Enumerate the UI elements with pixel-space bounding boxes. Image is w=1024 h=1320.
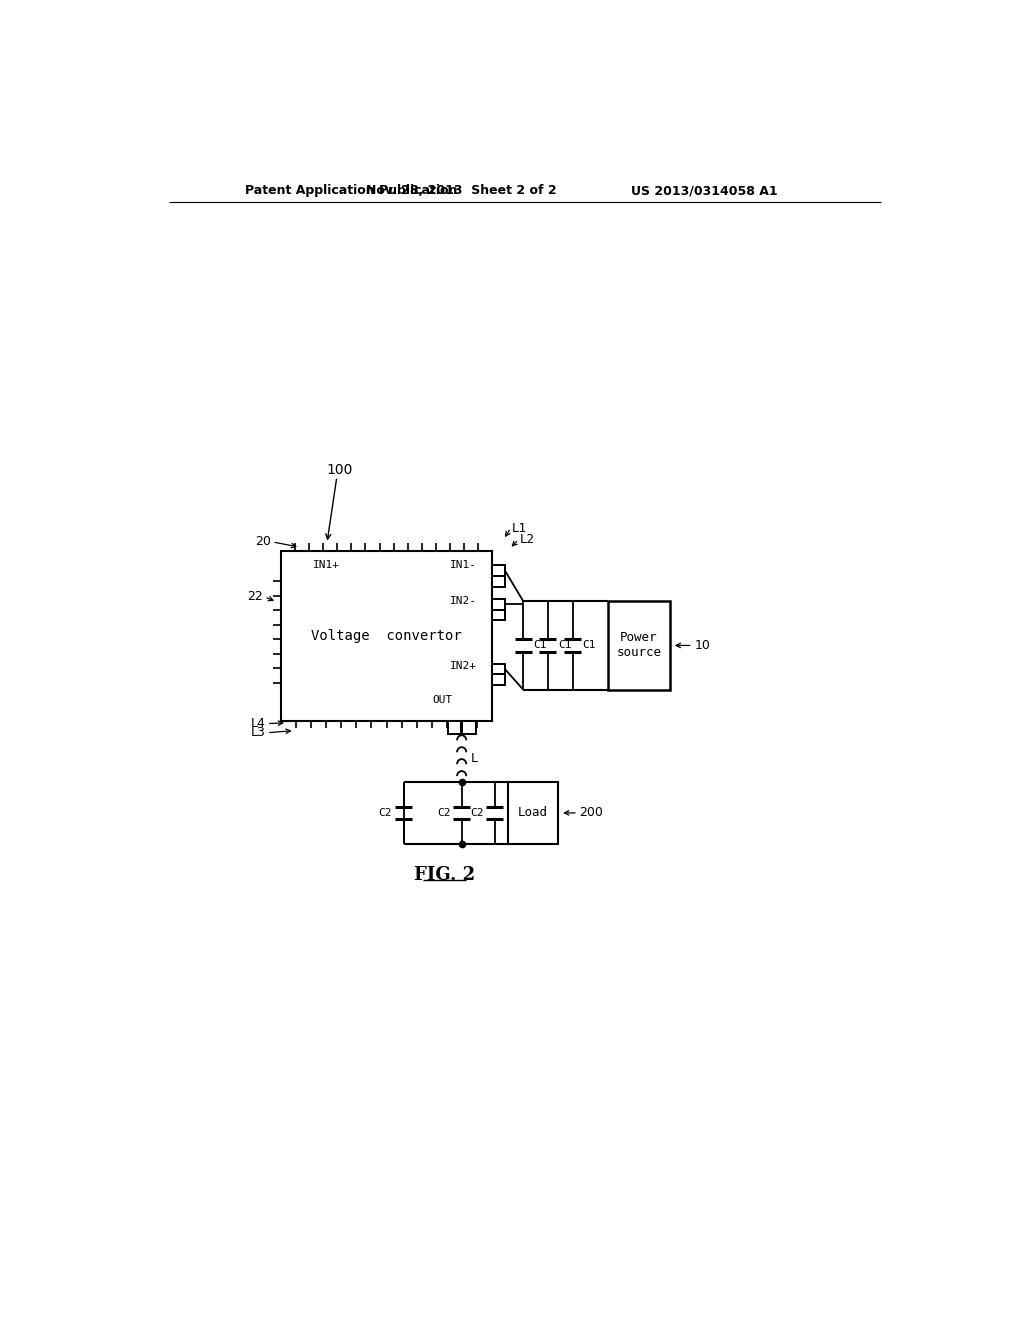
Text: Nov. 28, 2013  Sheet 2 of 2: Nov. 28, 2013 Sheet 2 of 2 (367, 185, 557, 197)
Text: IN2-: IN2- (450, 597, 477, 606)
Text: IN2+: IN2+ (450, 661, 477, 671)
Text: FIG. 2: FIG. 2 (414, 866, 475, 883)
Text: Load: Load (518, 807, 548, 820)
Text: C2: C2 (378, 808, 391, 818)
Text: L1: L1 (512, 521, 526, 535)
Bar (493, 576, 505, 586)
Text: L2: L2 (519, 533, 535, 546)
Bar (493, 664, 505, 675)
Bar (447, 721, 461, 734)
Text: L: L (471, 751, 478, 764)
Bar (493, 675, 505, 685)
Text: C1: C1 (534, 640, 547, 651)
Bar (463, 721, 475, 734)
Text: IN1-: IN1- (450, 560, 477, 570)
Text: 10: 10 (694, 639, 710, 652)
Text: L3: L3 (251, 726, 265, 739)
Text: US 2013/0314058 A1: US 2013/0314058 A1 (631, 185, 777, 197)
Text: 22: 22 (247, 590, 263, 603)
Text: Voltage  convertor: Voltage convertor (311, 628, 462, 643)
Text: Power
source: Power source (616, 631, 662, 660)
Text: 100: 100 (327, 463, 353, 478)
Text: 200: 200 (580, 807, 603, 820)
Text: C2: C2 (437, 808, 451, 818)
Text: L4: L4 (251, 717, 265, 730)
Text: C1: C1 (583, 640, 596, 651)
Text: C2: C2 (470, 808, 484, 818)
Bar (493, 565, 505, 576)
Bar (608, 601, 670, 689)
Text: IN1+: IN1+ (313, 560, 340, 570)
Text: 20: 20 (255, 536, 270, 548)
Text: Patent Application Publication: Patent Application Publication (245, 185, 457, 197)
Bar (508, 781, 558, 843)
Bar (281, 552, 493, 721)
Text: OUT: OUT (432, 696, 453, 705)
Bar (493, 610, 505, 620)
Text: C1: C1 (558, 640, 571, 651)
Bar (493, 599, 505, 610)
